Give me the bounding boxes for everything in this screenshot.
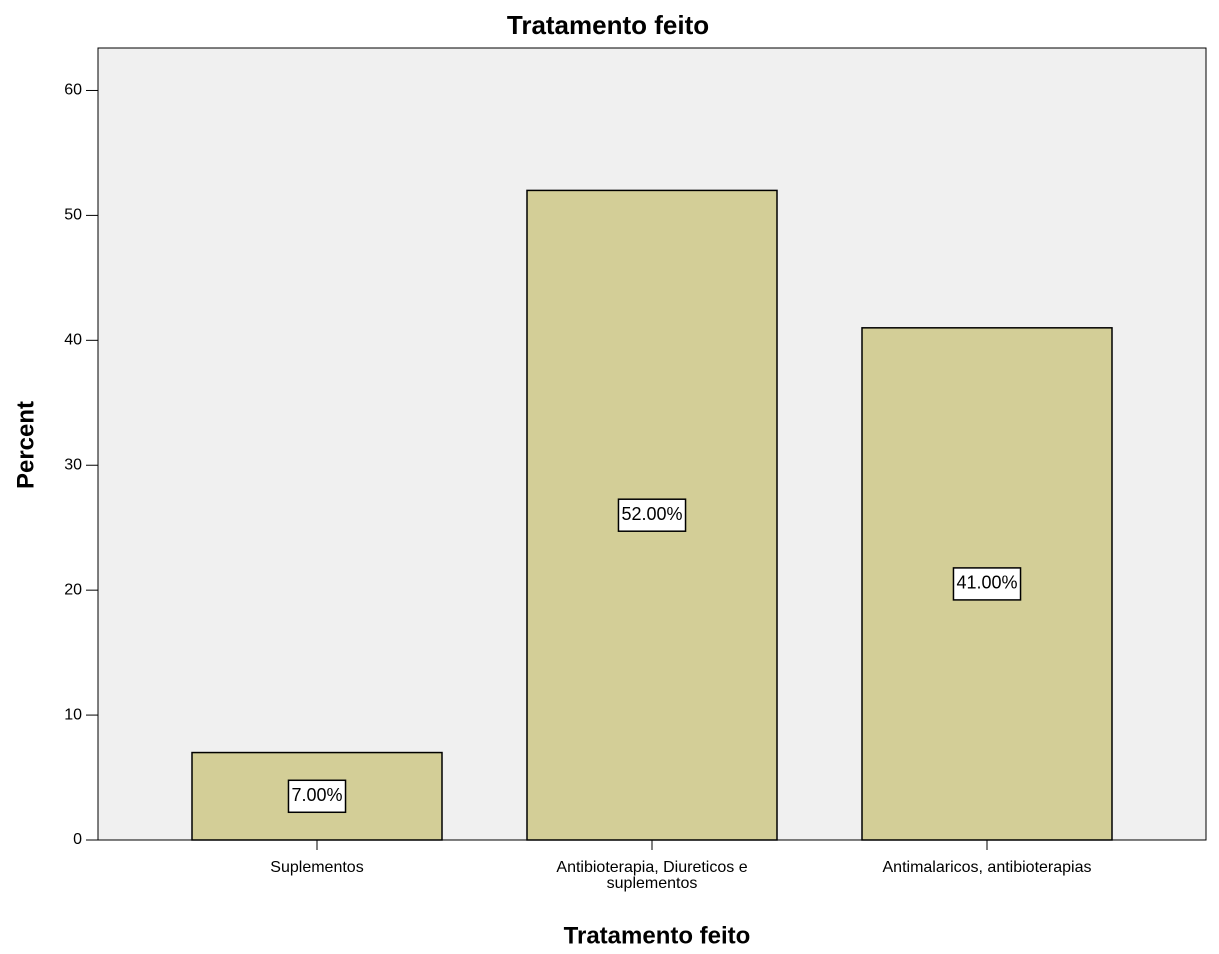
y-tick-label: 30: [64, 456, 82, 473]
value-label: 41.00%: [956, 573, 1017, 593]
x-tick-label: Antibioterapia, Diureticos e suplementos: [556, 859, 748, 892]
y-tick-label: 10: [64, 706, 82, 723]
value-label: 7.00%: [291, 785, 342, 805]
value-label: 52.00%: [621, 504, 682, 524]
y-tick-label: 40: [64, 332, 82, 349]
y-tick-label: 50: [64, 207, 82, 224]
y-tick-label: 20: [64, 581, 82, 598]
y-tick-label: 60: [64, 82, 82, 99]
x-axis-label: Tratamento feito: [564, 922, 751, 949]
x-tick-label: Suplementos: [270, 859, 364, 876]
y-axis-label: Percent: [12, 401, 39, 489]
x-tick-label: Antimalaricos, antibioterapias: [882, 859, 1092, 876]
value-label-box: [617, 498, 687, 532]
chart-title: Tratamento feito: [507, 10, 709, 40]
value-label-box: [952, 567, 1022, 601]
y-tick-label: 0: [73, 831, 82, 848]
value-label-box: [287, 779, 347, 814]
